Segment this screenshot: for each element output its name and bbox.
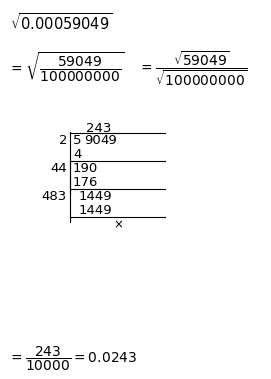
Text: 243: 243 [86,122,111,135]
Text: 90: 90 [84,134,101,147]
Text: 176: 176 [73,176,98,189]
Text: 44: 44 [50,162,67,175]
Text: 49: 49 [100,134,117,147]
Text: 483: 483 [42,190,67,203]
Text: 5: 5 [73,134,82,147]
Text: 2: 2 [59,134,67,147]
Text: 1449: 1449 [79,204,113,217]
Text: 190: 190 [73,162,98,175]
Text: 1449: 1449 [79,190,113,203]
Text: $\sqrt{0.00059049}$: $\sqrt{0.00059049}$ [10,12,112,33]
Text: 4: 4 [73,148,81,161]
Text: $= \dfrac{\sqrt{59049}}{\sqrt{100000000}}$: $= \dfrac{\sqrt{59049}}{\sqrt{100000000}… [138,50,248,88]
Text: $= \sqrt{\dfrac{59049}{100000000}}$: $= \sqrt{\dfrac{59049}{100000000}}$ [8,50,124,84]
Text: $= \dfrac{243}{10000} = 0.0243$: $= \dfrac{243}{10000} = 0.0243$ [8,345,137,373]
Text: $\times$: $\times$ [113,218,123,231]
